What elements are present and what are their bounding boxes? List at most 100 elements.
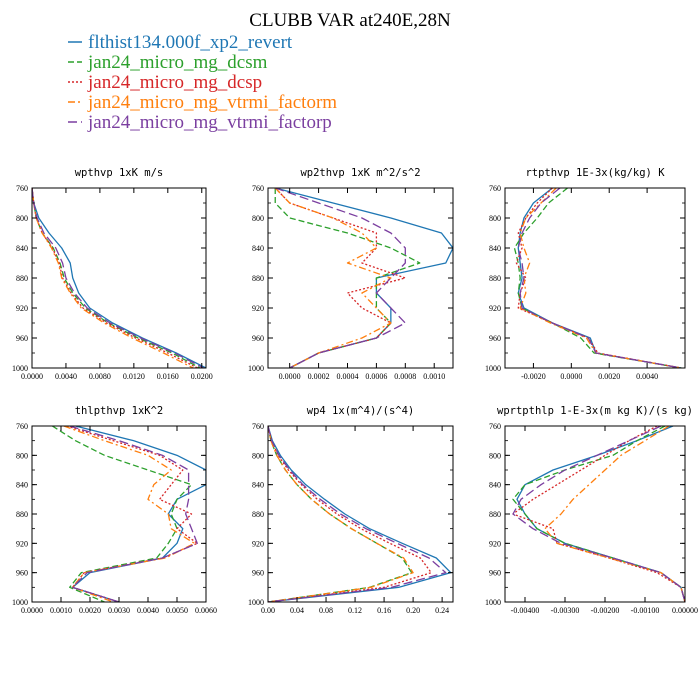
- y-tick-label: 960: [16, 569, 28, 578]
- series-line-3: [66, 426, 198, 602]
- y-tick-label: 960: [16, 334, 28, 343]
- legend-label: flthist134.000f_xp2_revert: [88, 32, 293, 53]
- series-line-5: [268, 426, 447, 602]
- x-tick-label: 0.0000: [21, 606, 43, 615]
- x-tick-label: 0.0160: [157, 372, 179, 381]
- x-tick-label: 0.0002: [308, 372, 330, 381]
- plot-frame: [31, 425, 207, 603]
- y-tick-label: 1000: [485, 598, 501, 607]
- series-line-3: [274, 188, 406, 368]
- series-line-3: [32, 188, 198, 368]
- series-line-4: [544, 426, 685, 602]
- legend-label: jan24_micro_mg_vtrmi_factorp: [87, 112, 332, 133]
- series-group: [268, 426, 452, 602]
- x-tick-label: 0.16: [377, 606, 391, 615]
- y-tick-label: 920: [252, 539, 264, 548]
- y-tick-label: 760: [489, 184, 501, 193]
- y-tick-label: 800: [16, 451, 28, 460]
- y-tick-label: 960: [489, 334, 501, 343]
- y-tick-label: 880: [252, 274, 264, 283]
- y-tick-label: 1000: [248, 598, 264, 607]
- x-tick-label: 0.08: [319, 606, 333, 615]
- y-tick-label: 880: [16, 274, 28, 283]
- series-group: [274, 188, 453, 368]
- y-tick-label: 760: [252, 422, 264, 431]
- y-tick-label: 840: [252, 244, 264, 253]
- series-line-3: [512, 426, 685, 602]
- x-tick-label: 0.24: [435, 606, 449, 615]
- y-tick-label: 880: [16, 510, 28, 519]
- series-line-5: [512, 426, 685, 602]
- panel-title: thlpthvp 1xK^2: [75, 405, 164, 417]
- legend-label: jan24_micro_mg_dcsm: [87, 52, 268, 73]
- series-line-2: [32, 188, 201, 368]
- y-tick-label: 800: [489, 451, 501, 460]
- panel-3: rtpthvp 1E-3x(kg/kg) K 760 800 840 880 920 960…: [485, 167, 686, 381]
- panel-title: wpthvp 1xK m/s: [75, 167, 164, 179]
- y-tick-label: 1000: [248, 364, 264, 373]
- y-tick-label: 800: [252, 451, 264, 460]
- y-tick-label: 960: [489, 569, 501, 578]
- series-line-3: [268, 426, 432, 602]
- series-line-5: [275, 188, 406, 368]
- series-group: [32, 188, 206, 368]
- series-line-5: [69, 426, 198, 602]
- y-tick-label: 840: [16, 481, 28, 490]
- y-tick-label: 800: [489, 214, 501, 223]
- x-tick-label: 0.12: [348, 606, 362, 615]
- plot-frame: [504, 425, 686, 603]
- y-tick-label: 920: [489, 539, 501, 548]
- y-tick-label: 760: [16, 422, 28, 431]
- x-tick-label: 0.0080: [89, 372, 111, 381]
- legend-label: jan24_micro_mg_dcsp: [87, 72, 262, 93]
- series-line-4: [519, 188, 682, 368]
- panel-5: wp4 1x(m^4)/(s^4)76080084088092096010000…: [248, 405, 454, 615]
- x-tick-label: -0.00200: [591, 606, 620, 615]
- y-tick-label: 920: [16, 539, 28, 548]
- y-tick-label: 880: [489, 510, 501, 519]
- y-tick-label: 960: [252, 569, 264, 578]
- y-tick-label: 840: [489, 244, 501, 253]
- series-line-5: [32, 188, 204, 368]
- x-tick-label: 0.0004: [336, 372, 358, 381]
- y-tick-label: 760: [16, 184, 28, 193]
- legend-label: jan24_micro_mg_vtrmi_factorm: [87, 92, 337, 113]
- plot-frame: [267, 425, 454, 603]
- series-line-2: [513, 188, 682, 368]
- series-line-3: [515, 188, 682, 368]
- series-line-4: [274, 188, 392, 368]
- x-tick-label: -0.0020: [521, 372, 546, 381]
- plot-frame: [267, 187, 454, 369]
- legend: flthist134.000f_xp2_revertjan24_micro_mg…: [68, 32, 337, 133]
- series-line-1: [517, 188, 682, 368]
- y-tick-label: 760: [252, 184, 264, 193]
- series-line-1: [516, 426, 685, 602]
- y-tick-label: 880: [252, 510, 264, 519]
- panel-title: rtpthvp 1E-3x(kg/kg) K: [525, 167, 665, 179]
- x-tick-label: 0.0200: [191, 372, 213, 381]
- series-line-5: [517, 188, 682, 368]
- y-tick-label: 920: [16, 304, 28, 313]
- y-tick-label: 920: [489, 304, 501, 313]
- x-tick-label: 0.0010: [423, 372, 445, 381]
- figure-title: CLUBB VAR at240E,28N: [249, 10, 451, 31]
- panel-4: thlpthvp 1xK^276080084088092096010000.00…: [12, 405, 217, 615]
- y-tick-label: 880: [489, 274, 501, 283]
- panel-title: wprtpthlp 1-E-3x(m kg K)/(s kg): [497, 405, 693, 417]
- series-line-2: [512, 426, 685, 602]
- series-line-2: [268, 426, 413, 602]
- x-tick-label: 0.0010: [50, 606, 72, 615]
- x-tick-label: 0.0008: [394, 372, 416, 381]
- y-tick-label: 1000: [485, 364, 501, 373]
- x-tick-label: 0.00: [261, 606, 275, 615]
- series-line-1: [268, 426, 452, 602]
- x-tick-label: 0.04: [290, 606, 304, 615]
- x-tick-label: 0.20: [406, 606, 420, 615]
- y-tick-label: 960: [252, 334, 264, 343]
- x-tick-label: 0.0000: [560, 372, 582, 381]
- panel-title: wp2thvp 1xK m^2/s^2: [300, 167, 420, 179]
- x-tick-label: -0.00300: [551, 606, 580, 615]
- y-tick-label: 1000: [12, 598, 28, 607]
- x-tick-label: 0.0040: [636, 372, 658, 381]
